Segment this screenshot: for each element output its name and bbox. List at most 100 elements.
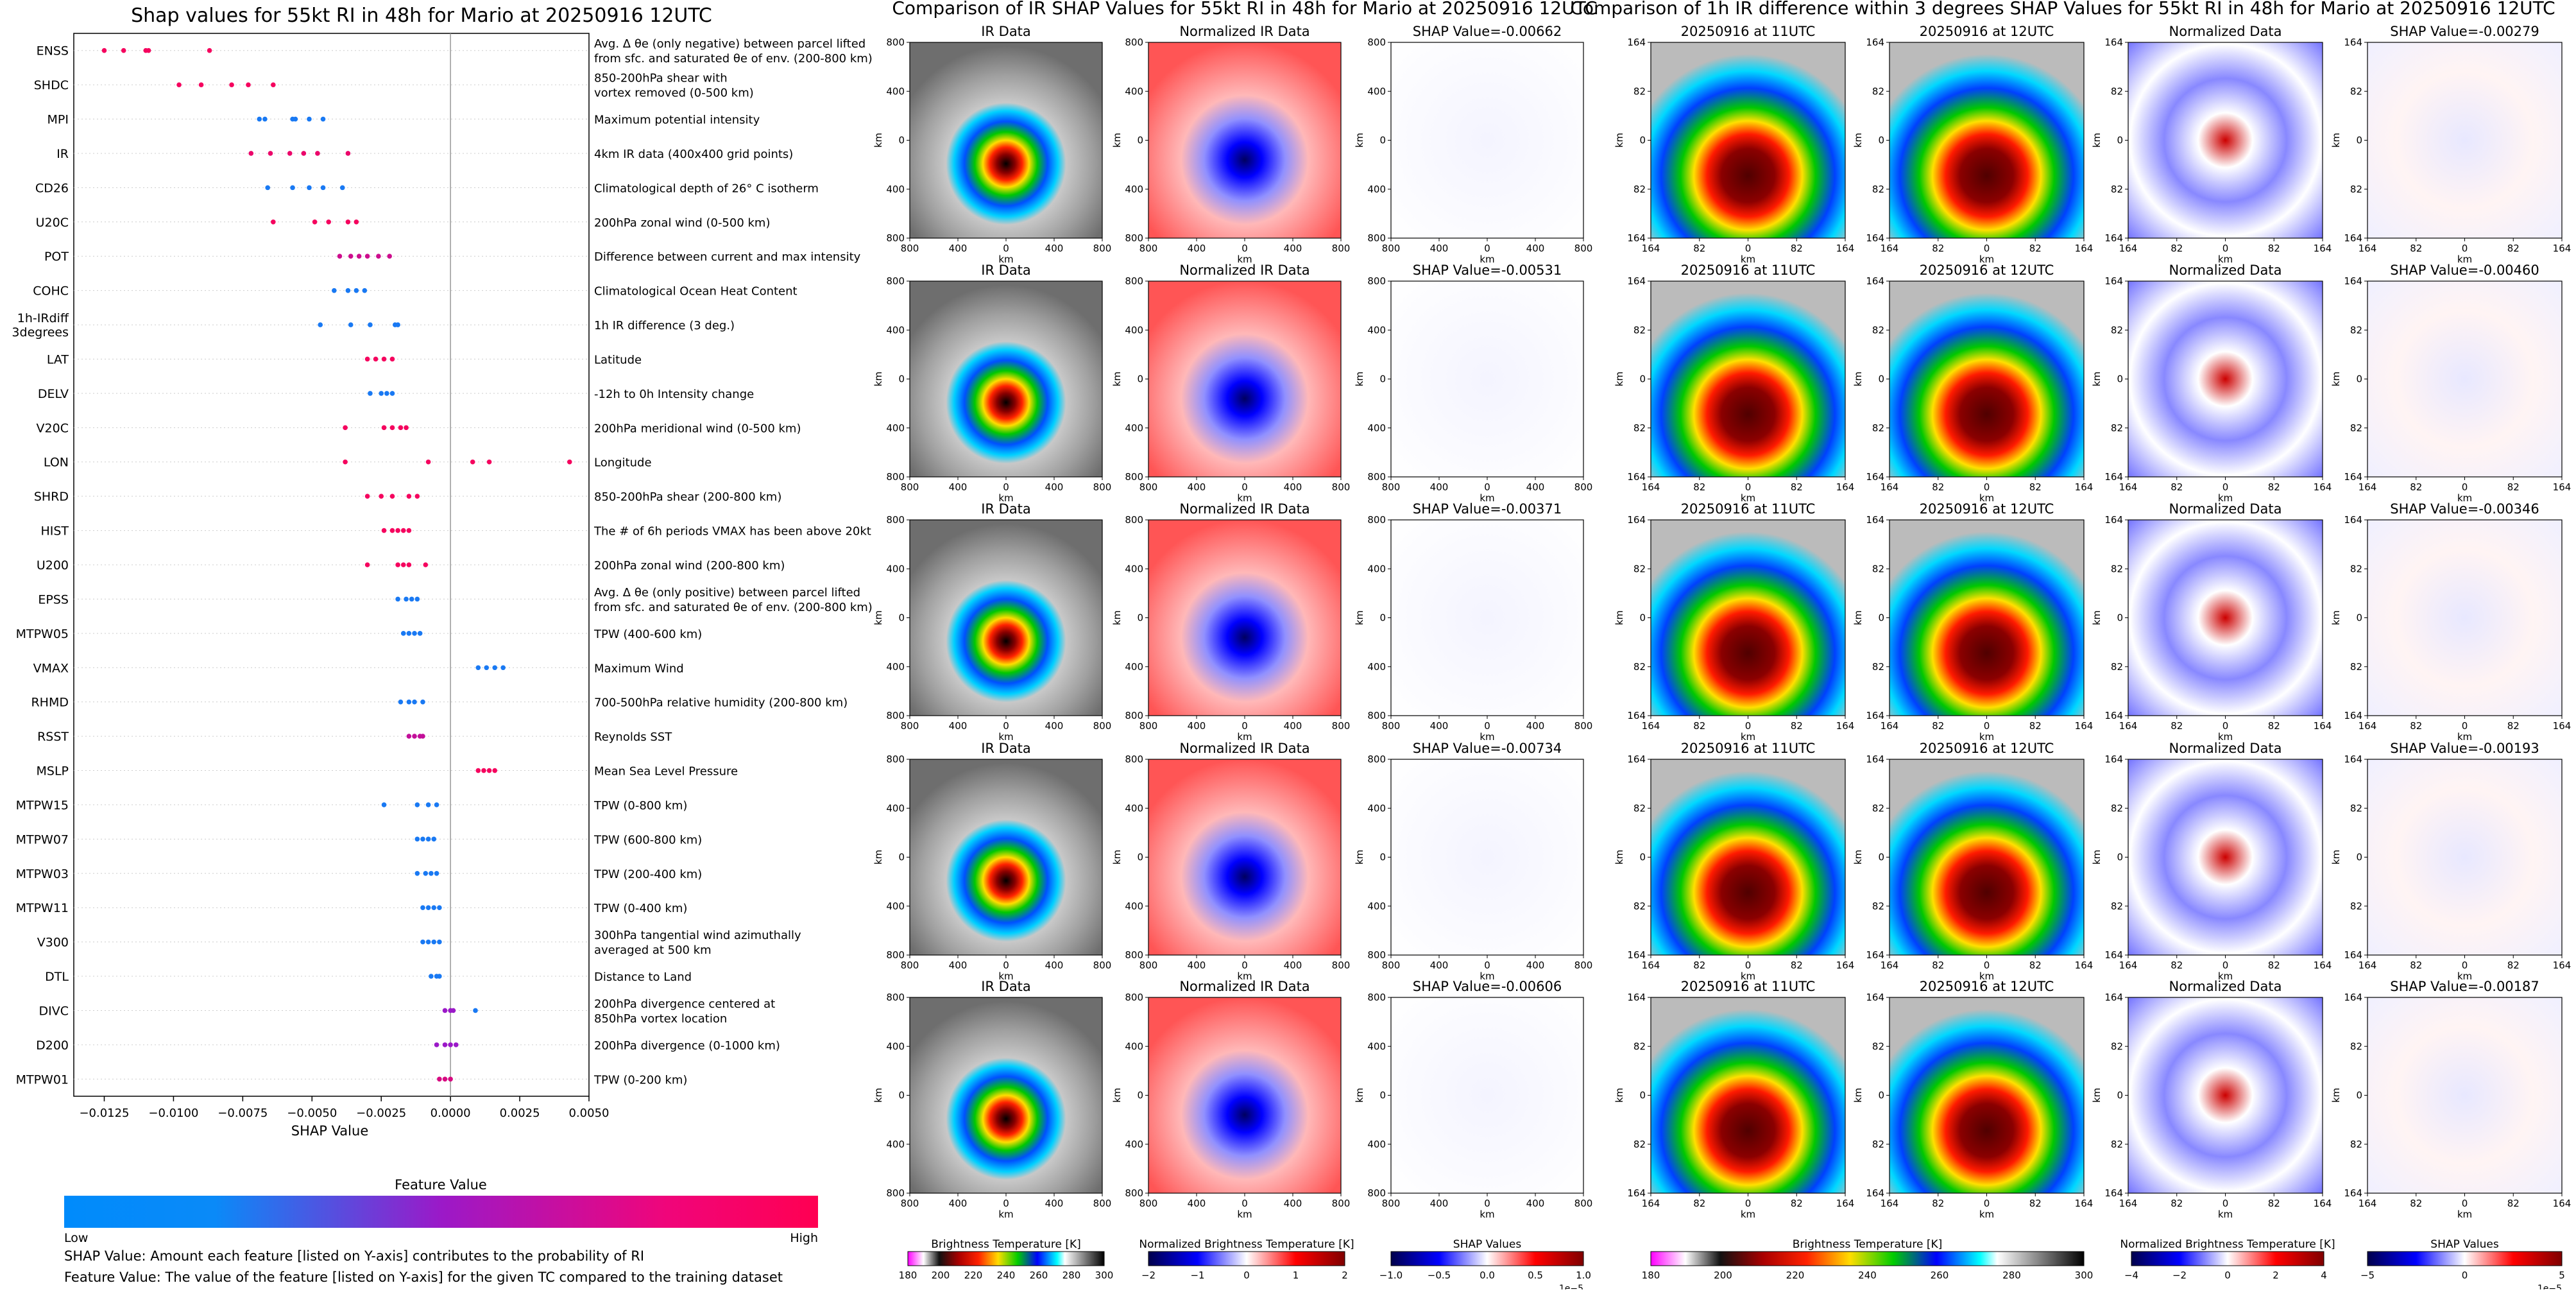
shap-point bbox=[198, 82, 204, 87]
panel-title: IR Data bbox=[981, 24, 1031, 39]
panel-x-tick-label: 164 bbox=[1642, 481, 1660, 493]
panel-x-tick-label: 164 bbox=[1881, 243, 1899, 254]
colorbar-tick-label: 280 bbox=[2002, 1270, 2021, 1281]
colorbar-label: SHAP Values bbox=[1453, 1238, 1522, 1251]
panel-x-tick-label: 82 bbox=[2268, 1198, 2280, 1209]
panel-y-tick-label: 400 bbox=[886, 802, 905, 814]
shap-point bbox=[293, 116, 298, 122]
panel-x-tick-label: 0 bbox=[1003, 1198, 1009, 1209]
panel-x-tick-label: 400 bbox=[1045, 960, 1064, 971]
shap-point bbox=[389, 391, 395, 396]
feature-description: 700-500hPa relative humidity (200-800 km… bbox=[594, 696, 848, 710]
panel-y-tick-label: 164 bbox=[1627, 1187, 1646, 1199]
panel-x-tick-label: 82 bbox=[2029, 1198, 2042, 1209]
panel-y-tick-label: 0 bbox=[1878, 1090, 1884, 1101]
panel-image bbox=[1148, 280, 1342, 478]
panel-x-tick-label: 164 bbox=[2314, 1198, 2332, 1209]
panel-y-label: km bbox=[1111, 850, 1123, 865]
panel-x-tick-label: 164 bbox=[1881, 481, 1899, 493]
shap-point bbox=[379, 391, 384, 396]
panel-y-tick-label: 164 bbox=[2104, 232, 2123, 244]
panel-x-tick-label: 0 bbox=[2462, 720, 2468, 732]
feature-description: Maximum Wind bbox=[594, 662, 684, 675]
panel-y-tick-label: 400 bbox=[1125, 563, 1143, 574]
panel-x-tick-label: 0 bbox=[2462, 960, 2468, 971]
shap-point bbox=[500, 665, 506, 671]
panel-y-tick-label: 82 bbox=[1872, 422, 1884, 434]
panel-y-tick-label: 0 bbox=[1379, 612, 1386, 624]
panel-x-tick-label: 400 bbox=[1284, 960, 1302, 971]
shap-point bbox=[307, 116, 312, 122]
panel-x-tick-label: 164 bbox=[1881, 720, 1899, 732]
panel-y-tick-label: 82 bbox=[2111, 563, 2123, 574]
panel-y-label: km bbox=[2330, 372, 2342, 386]
panel-title: 20250916 at 11UTC bbox=[1681, 501, 1816, 517]
panel-y-tick-label: 400 bbox=[1367, 85, 1386, 97]
panel-title: 20250916 at 11UTC bbox=[1681, 979, 1816, 994]
panel-y-tick-label: 82 bbox=[1633, 422, 1646, 434]
panel-x-label: km bbox=[2218, 492, 2233, 504]
panel-y-label: km bbox=[1354, 372, 1365, 386]
panel-y-tick-label: 800 bbox=[1367, 514, 1386, 526]
panel-x-tick-label: 400 bbox=[949, 1198, 968, 1209]
feature-description: Avg. Δ θe (only positive) between parcel… bbox=[594, 586, 860, 599]
panel-y-tick-label: 82 bbox=[2111, 1040, 2123, 1052]
panel-x-tick-label: 82 bbox=[2029, 243, 2042, 254]
feature-description: Reynolds SST bbox=[594, 730, 672, 744]
panel-y-tick-label: 82 bbox=[2350, 661, 2362, 673]
panel-x-tick-label: 800 bbox=[1093, 1198, 1112, 1209]
panel-x-tick-label: 82 bbox=[2029, 481, 2042, 493]
panel-y-tick-label: 82 bbox=[1633, 324, 1646, 336]
panel-x-tick-label: 164 bbox=[2553, 960, 2572, 971]
panel-y-tick-label: 164 bbox=[1627, 514, 1646, 526]
shap-point bbox=[420, 734, 425, 739]
shap-point bbox=[434, 870, 439, 876]
shap-point bbox=[425, 836, 431, 842]
panel-y-tick-label: 800 bbox=[1125, 471, 1143, 483]
shap-point bbox=[287, 151, 293, 156]
shap-point bbox=[364, 356, 370, 362]
shap-point bbox=[376, 254, 381, 259]
shap-point bbox=[425, 459, 431, 465]
shap-point bbox=[301, 151, 307, 156]
panel-x-tick-label: 400 bbox=[949, 481, 968, 493]
feature-description: 200hPa zonal wind (0-500 km) bbox=[594, 216, 771, 230]
panel-x-label: km bbox=[1480, 254, 1494, 265]
shap-point bbox=[431, 939, 437, 945]
colorbar-label: Brightness Temperature [K] bbox=[1793, 1238, 1942, 1251]
feature-description: TPW (600-800 km) bbox=[593, 833, 702, 847]
panel-y-tick-label: 82 bbox=[1633, 563, 1646, 574]
colorbar-tick-label: 0 bbox=[2224, 1270, 2231, 1281]
panel-x-tick-label: 800 bbox=[1382, 960, 1401, 971]
panel-x-tick-label: 82 bbox=[2410, 243, 2422, 254]
panel-x-tick-label: 800 bbox=[1574, 960, 1593, 971]
shap-point bbox=[348, 254, 354, 259]
panel-x-tick-label: 0 bbox=[1984, 960, 1990, 971]
colorbar-exponent: 1e−5 bbox=[2538, 1284, 2562, 1289]
shap-point bbox=[423, 870, 429, 876]
panel-y-tick-label: 800 bbox=[1367, 232, 1386, 244]
panel-x-tick-label: 164 bbox=[1836, 243, 1855, 254]
panel-y-label: km bbox=[1852, 1088, 1864, 1103]
panel-x-tick-label: 400 bbox=[1045, 243, 1064, 254]
panel-x-tick-label: 82 bbox=[2268, 481, 2280, 493]
shap-point bbox=[429, 974, 434, 979]
panel-y-label: km bbox=[1111, 133, 1123, 148]
shap-point bbox=[229, 82, 234, 87]
panel-y-label: km bbox=[1852, 850, 1864, 865]
colorbar-tick-label: −2 bbox=[1141, 1270, 1156, 1281]
panel-x-label: km bbox=[998, 1209, 1013, 1220]
shap-point bbox=[381, 528, 387, 533]
feature-name-label: DIVC bbox=[39, 1004, 69, 1018]
colorbar-tick-label: 2 bbox=[1342, 1270, 1348, 1281]
panel-x-tick-label: 800 bbox=[901, 243, 919, 254]
panel-x-tick-label: 82 bbox=[2410, 720, 2422, 732]
shap-point bbox=[492, 768, 498, 773]
shap-point bbox=[368, 391, 373, 396]
panel-image bbox=[1650, 280, 1846, 478]
